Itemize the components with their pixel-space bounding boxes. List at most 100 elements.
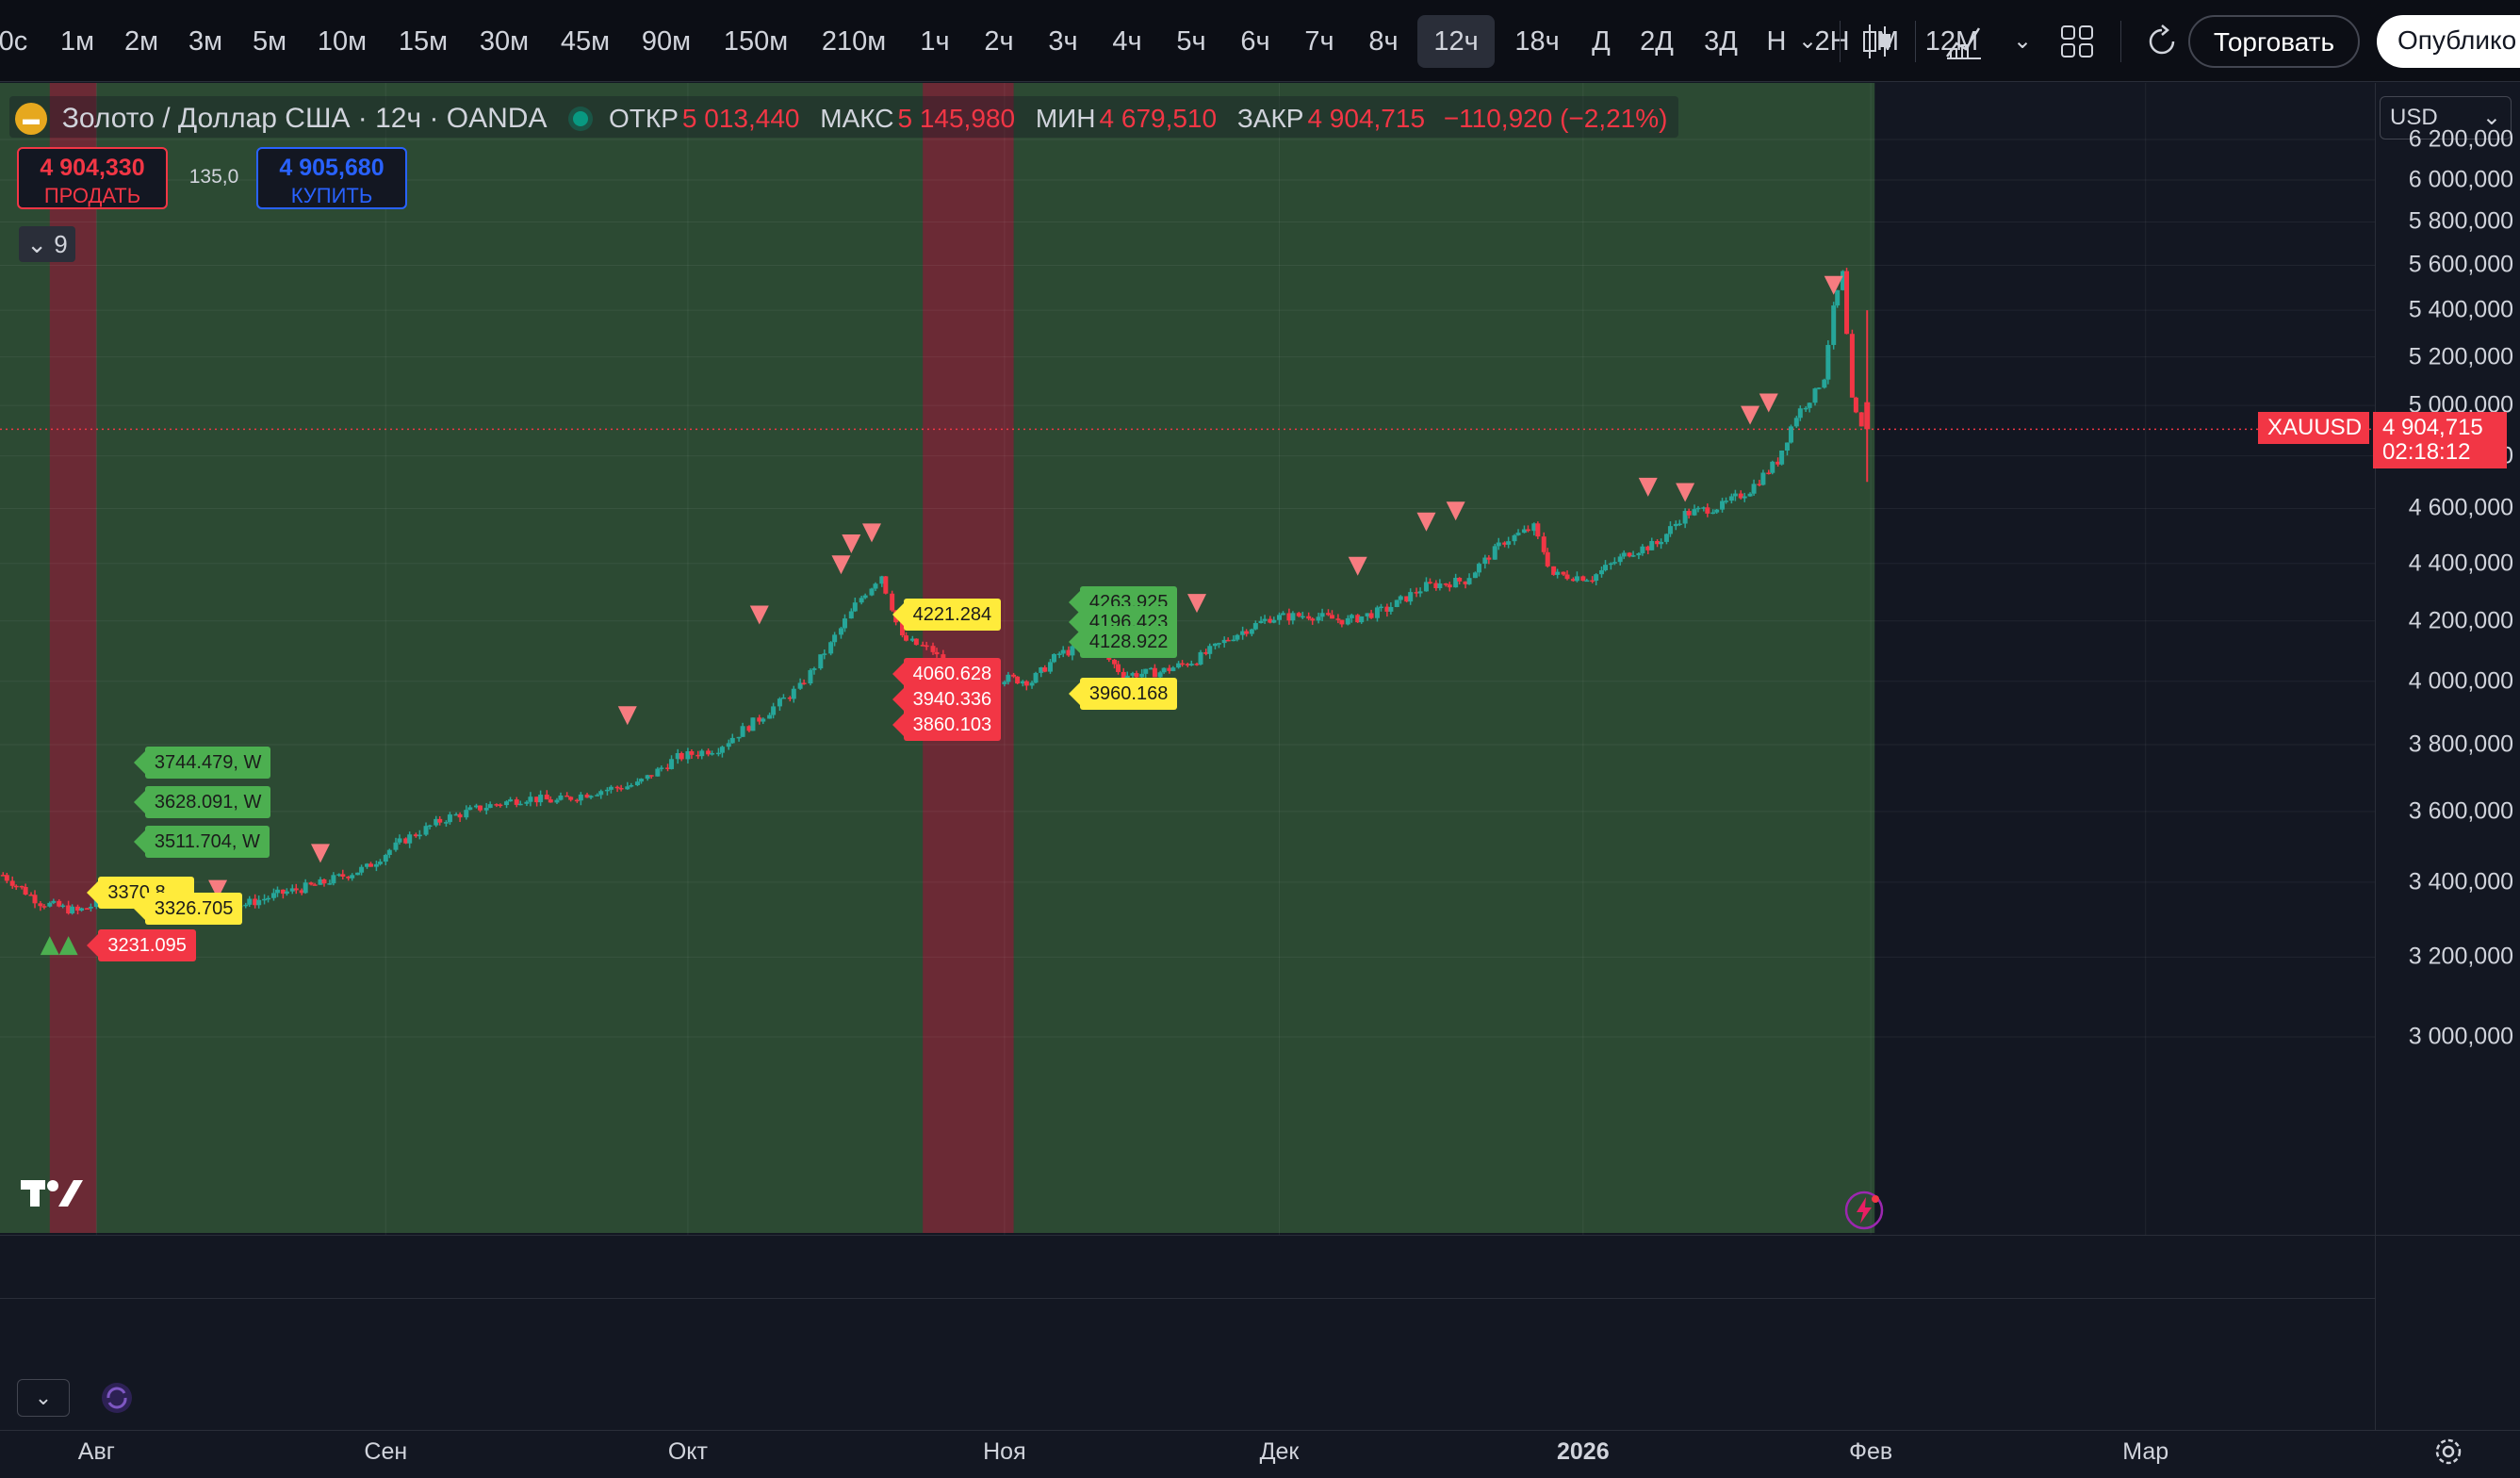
- timeframe-3м[interactable]: 3м: [188, 26, 223, 57]
- candle-body: [308, 882, 314, 885]
- candle-body: [544, 795, 549, 800]
- candle-body: [1056, 653, 1062, 655]
- timeframe-2м[interactable]: 2м: [123, 26, 159, 57]
- timeframe-90м[interactable]: 90м: [641, 26, 692, 57]
- candle-body: [574, 799, 580, 802]
- indicators-toggle[interactable]: ⌄ 9: [19, 226, 75, 262]
- timeframe-3Д[interactable]: 3Д: [1704, 26, 1738, 57]
- timeframe-4ч[interactable]: 4ч: [1112, 26, 1142, 57]
- time-axis[interactable]: Авг Сен Окт Ноя Дек 2026 Фев Мар: [0, 1429, 2520, 1478]
- indicators-icon[interactable]: [1941, 19, 1987, 64]
- sell-signal-marker: [310, 844, 330, 863]
- timeframe-3ч[interactable]: 3ч: [1048, 26, 1078, 57]
- buy-button[interactable]: 4 905,680 КУПИТЬ: [256, 147, 407, 209]
- timeframe-210м[interactable]: 210м: [821, 26, 887, 57]
- timeframe-10м[interactable]: 10м: [317, 26, 368, 57]
- timeframe-1м[interactable]: 1м: [59, 26, 95, 57]
- sell-signal-marker: [1824, 275, 1843, 295]
- candle-body: [386, 849, 392, 855]
- candle-body: [1793, 418, 1799, 427]
- timeframe-8ч[interactable]: 8ч: [1368, 26, 1399, 57]
- currency-select[interactable]: USD ⌄: [2380, 96, 2512, 140]
- candle-body: [477, 805, 483, 811]
- candle-body: [1797, 408, 1803, 419]
- level-label: 3744.479, W: [133, 747, 271, 780]
- timeframe-12ч[interactable]: 12ч: [1417, 15, 1495, 68]
- sync-icon[interactable]: [100, 1381, 134, 1415]
- tradingview-logo[interactable]: [21, 1176, 83, 1210]
- timeframe-150м[interactable]: 150м: [723, 26, 789, 57]
- publish-button[interactable]: Опублико: [2377, 15, 2520, 68]
- settings-icon[interactable]: [2431, 1435, 2465, 1469]
- timeframe-7ч[interactable]: 7ч: [1304, 26, 1334, 57]
- candle-body: [1310, 618, 1316, 621]
- sell-signal-marker: [831, 555, 851, 575]
- symbol-legend[interactable]: ▬ Золото / Доллар США · 12ч · OANDA ОТКР…: [9, 96, 1679, 138]
- replay-icon[interactable]: [2143, 23, 2181, 60]
- candle-body: [1701, 507, 1707, 509]
- layout-grid-icon[interactable]: [2058, 23, 2096, 60]
- candle-body: [1148, 667, 1154, 670]
- timeframe-2ч[interactable]: 2ч: [984, 26, 1014, 57]
- candle-body: [1760, 472, 1766, 485]
- candle-body: [1621, 552, 1627, 557]
- collapse-pane-button[interactable]: ⌄: [17, 1379, 70, 1417]
- candle-body: [1667, 526, 1673, 534]
- price-chart[interactable]: [0, 83, 2375, 1235]
- candle-body: [757, 717, 762, 722]
- candle-body: [879, 576, 885, 584]
- candle-body: [1306, 616, 1312, 619]
- buy-signal-marker: [40, 936, 59, 956]
- candle-body: [746, 726, 752, 731]
- timeframe-15м[interactable]: 15м: [398, 26, 449, 57]
- lightning-icon[interactable]: [1843, 1190, 1885, 1231]
- timeframe-1ч[interactable]: 1ч: [920, 26, 950, 57]
- chart-pane[interactable]: [0, 83, 2375, 1235]
- candle-body: [1466, 578, 1472, 584]
- level-label: 3860.103: [892, 709, 1002, 742]
- candle-body: [618, 788, 624, 790]
- timeframe-Н[interactable]: Н: [1766, 26, 1787, 57]
- timeframe-6ч[interactable]: 6ч: [1240, 26, 1270, 57]
- timeframe-0с[interactable]: 0с: [0, 26, 28, 57]
- candle-body: [1710, 512, 1716, 515]
- candle-body: [1047, 662, 1053, 672]
- candle-body: [1574, 576, 1579, 582]
- timeframe-5м[interactable]: 5м: [252, 26, 287, 57]
- sell-button[interactable]: 4 904,330 ПРОДАТЬ: [17, 147, 168, 209]
- timeframe-45м[interactable]: 45м: [560, 26, 611, 57]
- timeframe-dropdown-icon[interactable]: ⌄: [1797, 28, 1818, 54]
- candle-body: [327, 883, 333, 885]
- timeframe-2Н[interactable]: 2Н: [1814, 26, 1850, 57]
- candle-body: [588, 796, 594, 798]
- candle-body: [1116, 664, 1121, 672]
- indicators-dropdown-icon[interactable]: ⌄: [2012, 28, 2033, 54]
- level-label: 3960.168: [1068, 677, 1178, 710]
- candle-body: [715, 752, 721, 755]
- candle-body: [1029, 682, 1035, 686]
- candles-icon[interactable]: [1855, 19, 1900, 64]
- timeframe-Д[interactable]: Д: [1592, 26, 1611, 57]
- candle-body: [930, 646, 936, 652]
- timeframe-2Д[interactable]: 2Д: [1640, 26, 1674, 57]
- timeframe-18ч[interactable]: 18ч: [1514, 26, 1560, 57]
- candle-body: [913, 638, 919, 646]
- candle-body: [274, 889, 280, 894]
- trade-button[interactable]: Торговать: [2188, 15, 2360, 68]
- lower-pane[interactable]: ⌄: [0, 1235, 2520, 1431]
- candle-body: [811, 668, 817, 670]
- separator: [2120, 21, 2121, 62]
- price-axis[interactable]: USD ⌄ 6 200,000 6 000,000 5 800,000 5 600,0…: [2375, 83, 2520, 1235]
- candle-body: [0, 875, 6, 877]
- candle-body: [740, 726, 745, 737]
- candle-body: [60, 905, 66, 908]
- timeframe-5ч[interactable]: 5ч: [1176, 26, 1206, 57]
- low-label: МИН: [1035, 103, 1096, 133]
- candle-body: [32, 895, 38, 904]
- timeframe-30м[interactable]: 30м: [479, 26, 530, 57]
- candle-body: [1812, 388, 1818, 403]
- candle-body: [818, 654, 824, 669]
- candle-body: [1551, 566, 1557, 575]
- countdown-value: 02:18:12: [2382, 439, 2471, 466]
- market-status-icon: [573, 110, 589, 126]
